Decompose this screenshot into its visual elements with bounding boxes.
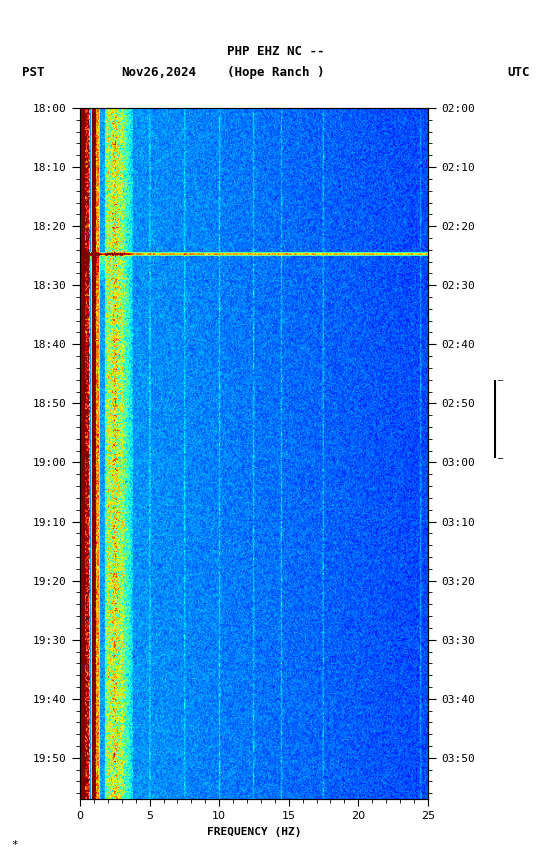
X-axis label: FREQUENCY (HZ): FREQUENCY (HZ) (206, 827, 301, 836)
Text: *: * (11, 841, 18, 850)
Text: UTC: UTC (507, 66, 530, 79)
Text: ─: ─ (497, 376, 502, 384)
Text: PHP EHZ NC --: PHP EHZ NC -- (227, 45, 325, 59)
Text: (Hope Ranch ): (Hope Ranch ) (227, 66, 325, 79)
Text: Nov26,2024: Nov26,2024 (121, 66, 197, 79)
Text: ─: ─ (497, 454, 502, 462)
Text: PST: PST (22, 66, 45, 79)
